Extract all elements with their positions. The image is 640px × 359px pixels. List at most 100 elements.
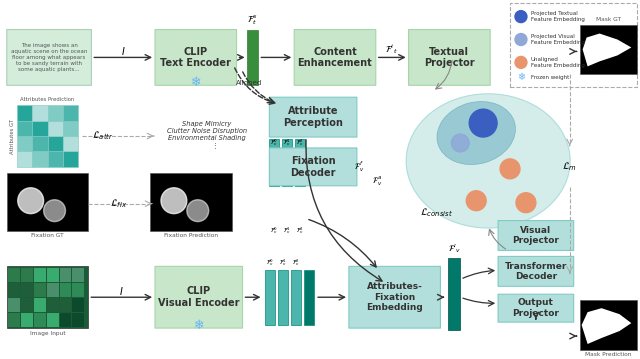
Bar <box>34 313 45 327</box>
Circle shape <box>515 56 527 68</box>
Bar <box>17 151 32 167</box>
Circle shape <box>467 191 486 211</box>
Text: Shape Mimicry
Clutter Noise Disruption
Environmental Shading
        ⋮: Shape Mimicry Clutter Noise Disruption E… <box>166 121 247 148</box>
FancyBboxPatch shape <box>349 266 440 328</box>
Bar <box>47 283 58 297</box>
Circle shape <box>187 200 209 222</box>
Text: $\mathcal{F}_v^2$: $\mathcal{F}_v^2$ <box>296 225 304 236</box>
Bar <box>34 283 45 297</box>
Bar <box>63 105 79 121</box>
Bar <box>8 283 20 297</box>
Bar <box>580 300 637 350</box>
Bar <box>150 173 232 230</box>
Bar <box>47 269 58 282</box>
Text: Mask GT: Mask GT <box>596 17 621 22</box>
Text: $\mathcal{F}'_v$: $\mathcal{F}'_v$ <box>448 243 461 256</box>
Ellipse shape <box>437 102 515 164</box>
Text: $\mathcal{L}_m$: $\mathcal{L}_m$ <box>562 160 577 173</box>
Text: $\mathcal{F}_v^2$: $\mathcal{F}_v^2$ <box>292 257 300 269</box>
Text: Mask Prediction: Mask Prediction <box>586 352 632 357</box>
Bar <box>295 139 305 186</box>
Bar <box>32 136 47 151</box>
Text: $I$: $I$ <box>119 285 124 297</box>
Bar <box>60 313 72 327</box>
Text: The image shows an
aquatic scene on the ocean
floor among what appears
to be san: The image shows an aquatic scene on the … <box>11 43 87 71</box>
Bar <box>282 139 292 186</box>
Text: Attributes Prediction: Attributes Prediction <box>20 97 75 102</box>
FancyBboxPatch shape <box>498 220 573 251</box>
Circle shape <box>451 134 469 152</box>
Text: Content
Enhancement: Content Enhancement <box>298 47 372 68</box>
Text: $\mathcal{F}_v^1$: $\mathcal{F}_v^1$ <box>284 137 291 148</box>
Text: ❄: ❄ <box>193 318 204 332</box>
Text: $\mathcal{F}_v^0$: $\mathcal{F}_v^0$ <box>270 225 278 236</box>
Polygon shape <box>582 33 631 66</box>
Text: $I$: $I$ <box>121 46 125 57</box>
Bar <box>32 121 47 136</box>
Text: CLIP
Text Encoder: CLIP Text Encoder <box>161 47 231 68</box>
Text: Frozen weight: Frozen weight <box>531 75 569 80</box>
Bar <box>269 139 279 186</box>
Bar <box>580 24 637 74</box>
Bar <box>60 269 72 282</box>
Text: Projected Textual
Feature Embedding: Projected Textual Feature Embedding <box>531 11 585 22</box>
Text: Image Input: Image Input <box>30 331 65 336</box>
Text: Fixation GT: Fixation GT <box>31 233 64 238</box>
Text: $\mathcal{F}_v^1$: $\mathcal{F}_v^1$ <box>279 257 287 269</box>
Text: Fixation
Decoder: Fixation Decoder <box>291 156 336 178</box>
Bar <box>63 121 79 136</box>
Circle shape <box>500 159 520 179</box>
Text: $\mathcal{L}_{attr}$: $\mathcal{L}_{attr}$ <box>92 130 113 143</box>
FancyBboxPatch shape <box>269 148 357 186</box>
Bar <box>47 121 63 136</box>
Bar <box>32 105 47 121</box>
Text: Projected Visual
Feature Embedding: Projected Visual Feature Embedding <box>531 34 585 45</box>
Text: Attribute
Perception: Attribute Perception <box>283 106 343 128</box>
Text: $\mathcal{F}_v^0$: $\mathcal{F}_v^0$ <box>266 257 275 269</box>
Circle shape <box>161 188 187 214</box>
Bar <box>34 298 45 312</box>
Circle shape <box>515 33 527 46</box>
Bar <box>304 270 314 325</box>
Circle shape <box>515 11 527 23</box>
FancyBboxPatch shape <box>269 97 357 137</box>
Text: Fixation Prediction: Fixation Prediction <box>164 233 218 238</box>
Bar <box>60 283 72 297</box>
Bar <box>248 29 259 85</box>
Text: $\mathcal{F}_v^a$: $\mathcal{F}_v^a$ <box>372 174 382 187</box>
Text: $\mathcal{F}_v^1$: $\mathcal{F}_v^1$ <box>284 225 291 236</box>
Text: $\mathcal{L}_{consist}$: $\mathcal{L}_{consist}$ <box>420 206 453 219</box>
Bar <box>8 313 20 327</box>
Bar <box>17 136 32 151</box>
Bar <box>20 283 33 297</box>
Bar <box>63 136 79 151</box>
Circle shape <box>469 109 497 137</box>
Text: Attributes-
Fixation
Embedding: Attributes- Fixation Embedding <box>366 282 423 312</box>
Polygon shape <box>582 308 631 344</box>
FancyBboxPatch shape <box>7 29 92 85</box>
Bar <box>72 283 84 297</box>
FancyBboxPatch shape <box>408 29 490 85</box>
FancyBboxPatch shape <box>510 3 637 87</box>
Text: Visual
Projector: Visual Projector <box>513 226 559 245</box>
Bar <box>72 313 84 327</box>
Bar <box>8 298 20 312</box>
Text: $\mathcal{F}_v^f$: $\mathcal{F}_v^f$ <box>354 159 364 174</box>
Bar <box>47 105 63 121</box>
Text: Unaligned
Feature Embedding: Unaligned Feature Embedding <box>531 57 585 68</box>
Bar <box>266 270 275 325</box>
Bar <box>278 270 288 325</box>
Bar <box>34 269 45 282</box>
Circle shape <box>516 193 536 213</box>
FancyBboxPatch shape <box>155 266 243 328</box>
Bar <box>47 313 58 327</box>
Text: ❄: ❄ <box>191 76 201 89</box>
Bar <box>449 258 460 330</box>
Bar <box>47 151 63 167</box>
Bar <box>47 298 58 312</box>
Bar <box>7 173 88 230</box>
FancyBboxPatch shape <box>155 29 237 85</box>
Text: CLIP
Visual Encoder: CLIP Visual Encoder <box>158 286 239 308</box>
Text: Output
Projector: Output Projector <box>513 298 559 318</box>
Bar <box>72 269 84 282</box>
